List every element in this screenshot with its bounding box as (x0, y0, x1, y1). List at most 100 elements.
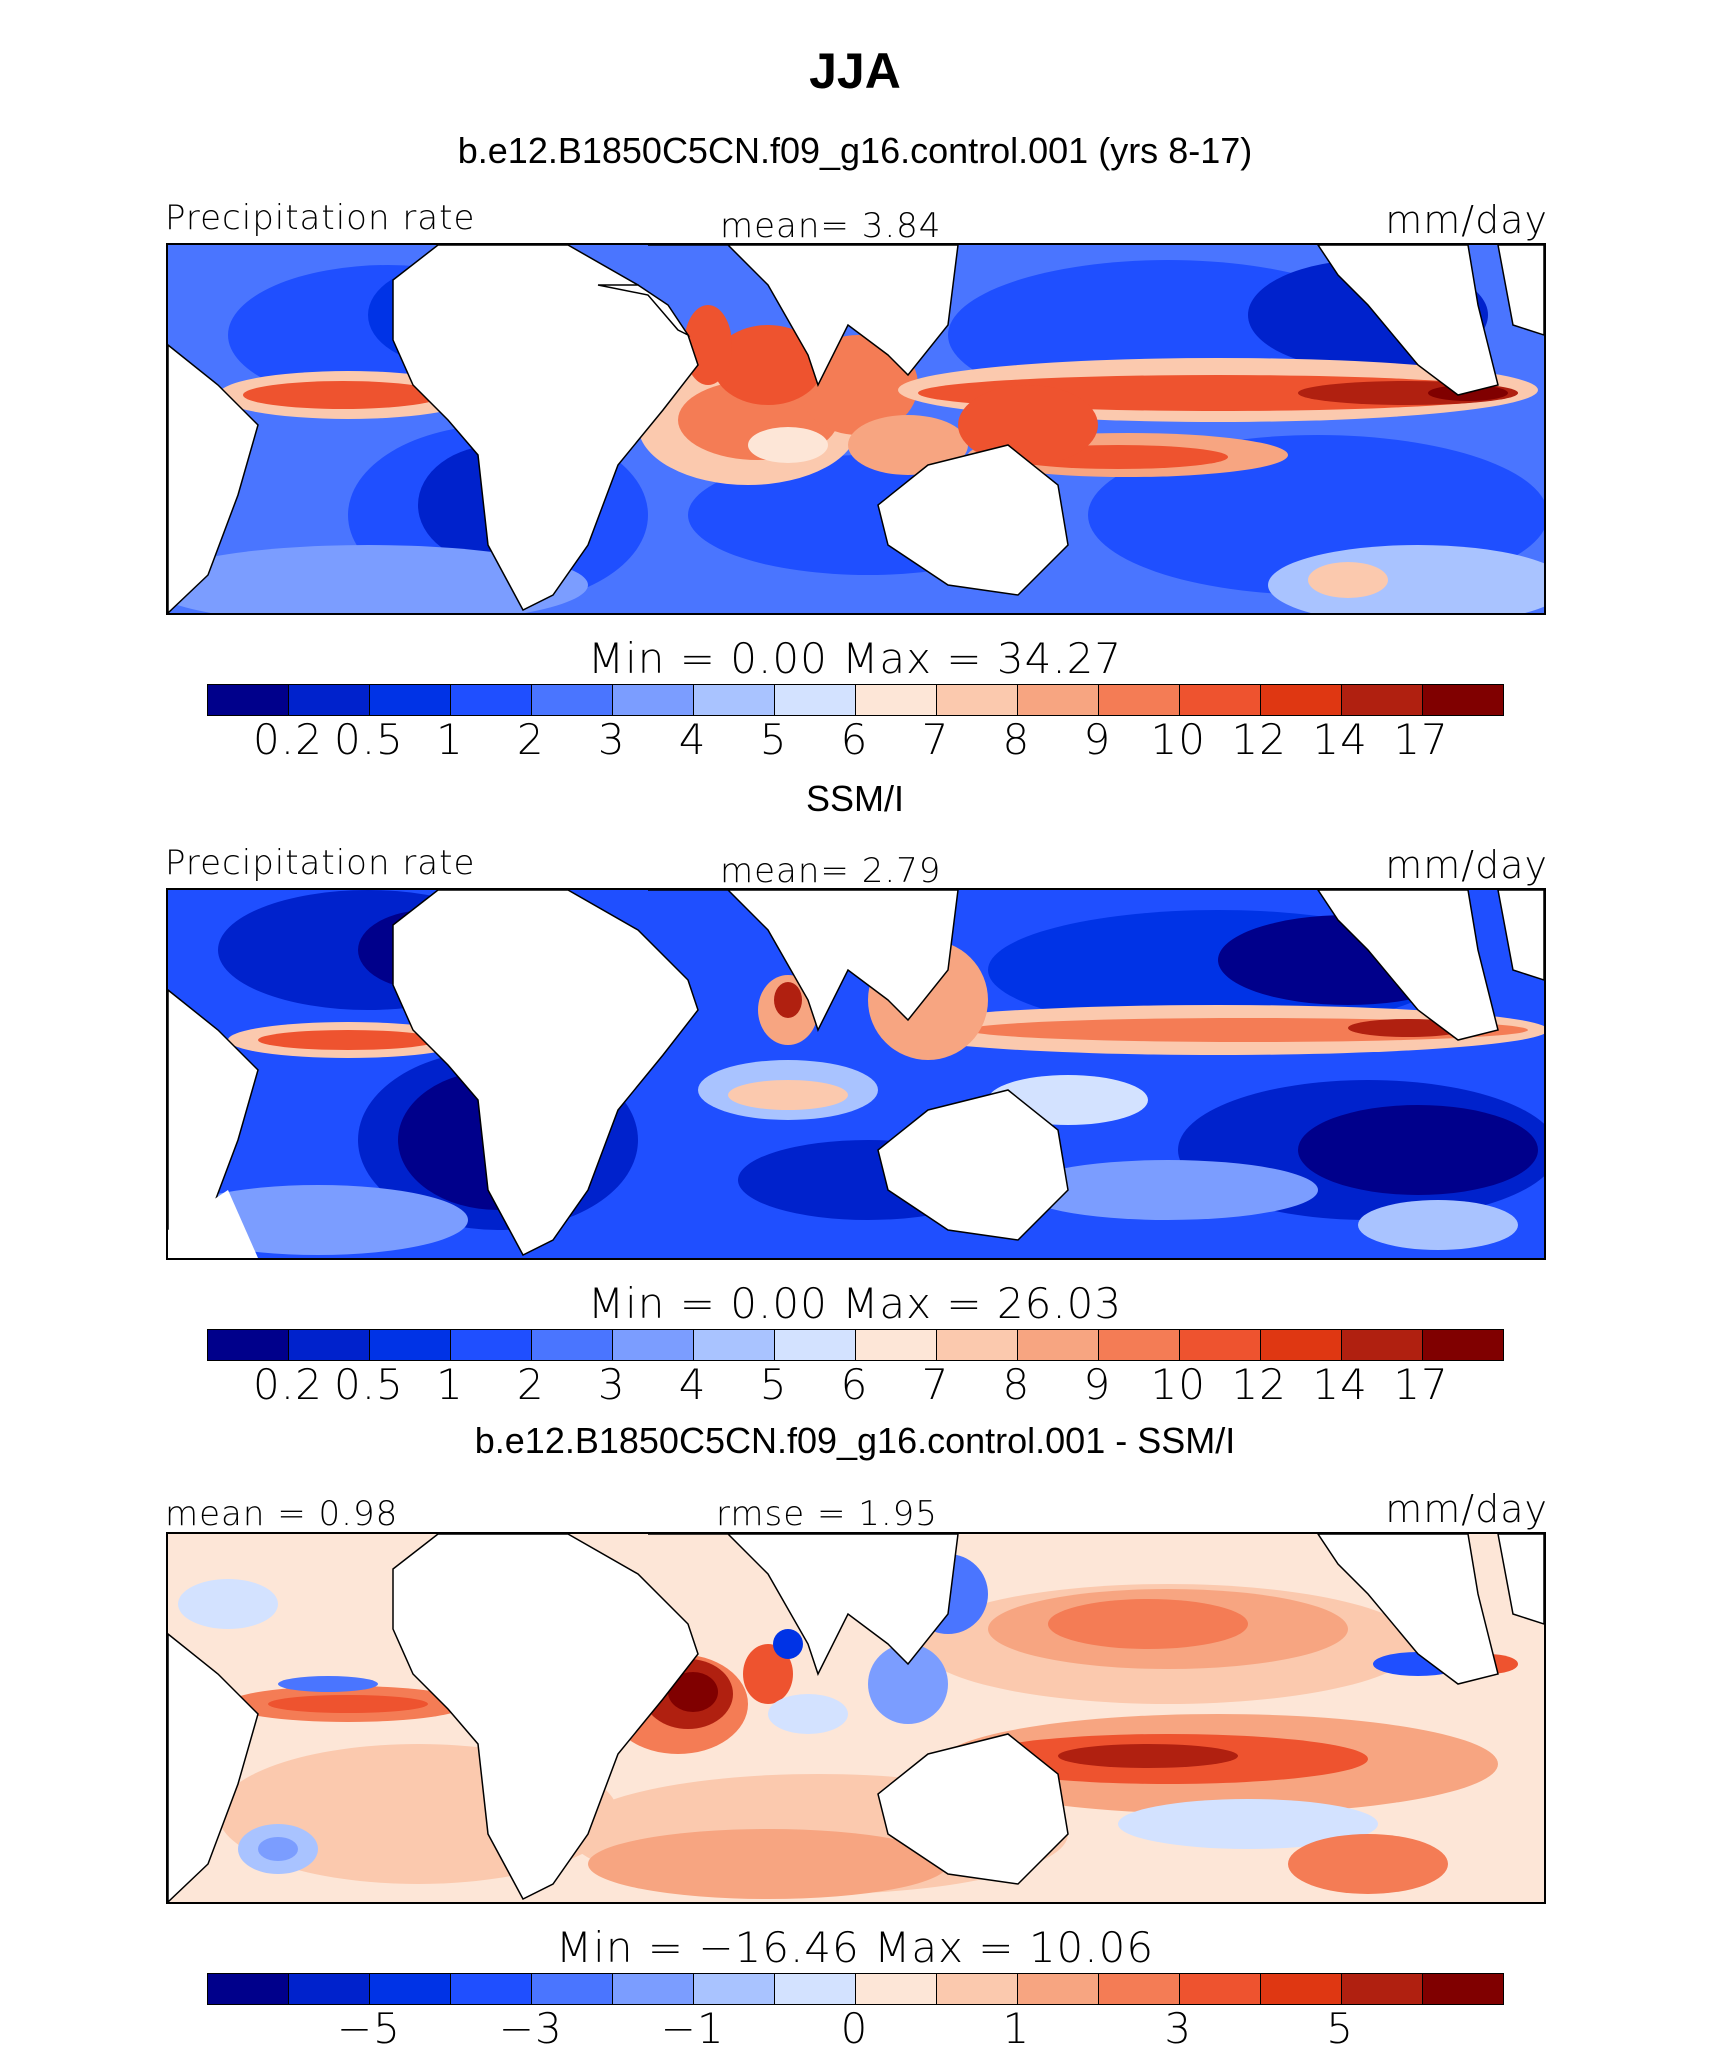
colorbar-box (775, 685, 856, 715)
panel-1-mean-label: mean= 3.84 (720, 206, 942, 246)
colorbar-box (1180, 1974, 1261, 2004)
colorbar-tick-label: 8 (1002, 1360, 1031, 1409)
colorbar-tick-label: 4 (678, 1360, 707, 1409)
panel-2-colorbar-ticks: 0.2 0.5 1 2 3 4 5 6 7 8 9 10 12 14 17 (207, 1360, 1502, 1410)
colorbar-box (370, 1330, 451, 1360)
colorbar-box (1099, 1330, 1180, 1360)
colorbar-box (1342, 1974, 1423, 2004)
colorbar-tick-label: −3 (498, 2004, 563, 2053)
colorbar-tick-label: 17 (1393, 715, 1449, 764)
colorbar-box (1423, 685, 1503, 715)
colorbar-box (775, 1974, 856, 2004)
colorbar-box (1099, 685, 1180, 715)
colorbar-tick-label: 10 (1150, 715, 1206, 764)
panel-2-minmax-label: Min = 0.00 Max = 26.03 (587, 1279, 1123, 1328)
colorbar-box (856, 1330, 937, 1360)
panel-2-subtitle: SSM/I (805, 778, 904, 819)
panel-2-mean-label: mean= 2.79 (720, 851, 942, 891)
colorbar-tick-label: 17 (1393, 1360, 1449, 1409)
colorbar-box (613, 1330, 694, 1360)
panel-3-colorbar (207, 1973, 1504, 2005)
colorbar-box (289, 1974, 370, 2004)
colorbar-box (937, 685, 1018, 715)
colorbar-box (289, 1330, 370, 1360)
colorbar-box (451, 685, 532, 715)
colorbar-box (856, 1974, 937, 2004)
colorbar-box (532, 1974, 613, 2004)
colorbar-tick-label: 1 (435, 715, 464, 764)
panel-3-minmax-label: Min = −16.46 Max = 10.06 (555, 1923, 1155, 1972)
colorbar-tick-label: 12 (1231, 715, 1287, 764)
colorbar-tick-label: 2 (516, 1360, 545, 1409)
colorbar-box (694, 685, 775, 715)
colorbar-box (613, 685, 694, 715)
colorbar-tick-label: 0 (840, 2004, 869, 2053)
colorbar-tick-label: 10 (1150, 1360, 1206, 1409)
colorbar-box (208, 1330, 289, 1360)
colorbar-box (451, 1330, 532, 1360)
colorbar-box (208, 685, 289, 715)
colorbar-box (613, 1974, 694, 2004)
colorbar-tick-label: 0.5 (333, 1360, 404, 1409)
panel-1-precip-field (168, 245, 1544, 613)
colorbar-box (1342, 685, 1423, 715)
panel-1-variable-label: Precipitation rate (165, 198, 476, 238)
colorbar-tick-label: −5 (336, 2004, 401, 2053)
colorbar-tick-label: 4 (678, 715, 707, 764)
colorbar-box (694, 1974, 775, 2004)
colorbar-tick-label: 9 (1083, 1360, 1112, 1409)
colorbar-box (937, 1330, 1018, 1360)
panel-3-subtitle: b.e12.B1850C5CN.f09_g16.control.001 - SS… (474, 1420, 1236, 1461)
colorbar-tick-label: 2 (516, 715, 545, 764)
colorbar-box (1261, 1330, 1342, 1360)
panel-1-colorbar (207, 684, 1504, 716)
colorbar-box (1423, 1330, 1503, 1360)
panel-2-precip-field (168, 890, 1544, 1258)
panel-1-subtitle: b.e12.B1850C5CN.f09_g16.control.001 (yrs… (457, 130, 1253, 171)
colorbar-tick-label: −1 (660, 2004, 725, 2053)
colorbar-tick-label: 3 (1164, 2004, 1193, 2053)
panel-1-map (166, 243, 1546, 615)
panel-1-minmax-label: Min = 0.00 Max = 34.27 (587, 634, 1123, 683)
colorbar-box (694, 1330, 775, 1360)
colorbar-box (208, 1974, 289, 2004)
colorbar-box (370, 1974, 451, 2004)
colorbar-tick-label: 5 (759, 1360, 788, 1409)
colorbar-box (775, 1330, 856, 1360)
colorbar-tick-label: 3 (597, 1360, 626, 1409)
colorbar-tick-label: 14 (1312, 1360, 1368, 1409)
colorbar-tick-label: 0.2 (253, 715, 323, 764)
panel-2-map (166, 888, 1546, 1260)
colorbar-box (1018, 1974, 1099, 2004)
panel-3-difference-field (168, 1534, 1544, 1902)
colorbar-tick-label: 1 (1002, 2004, 1031, 2053)
panel-3-map (166, 1532, 1546, 1904)
colorbar-box (370, 685, 451, 715)
colorbar-tick-label: 14 (1312, 715, 1368, 764)
colorbar-box (451, 1974, 532, 2004)
colorbar-box (1423, 1974, 1503, 2004)
colorbar-box (1099, 1974, 1180, 2004)
colorbar-tick-label: 0.5 (333, 715, 404, 764)
colorbar-tick-label: 7 (921, 1360, 950, 1409)
colorbar-box (532, 685, 613, 715)
panel-1-units-label: mm/day (1385, 198, 1548, 242)
colorbar-tick-label: 6 (840, 1360, 869, 1409)
colorbar-tick-label: 9 (1083, 715, 1112, 764)
panel-3-mean-label: mean = 0.98 (165, 1494, 399, 1534)
colorbar-box (856, 685, 937, 715)
colorbar-box (1261, 685, 1342, 715)
panel-2-units-label: mm/day (1385, 843, 1548, 887)
colorbar-box (532, 1330, 613, 1360)
panel-3-colorbar-ticks: −5 −3 −1 0 1 3 5 (207, 2004, 1502, 2054)
colorbar-tick-label: 5 (759, 715, 788, 764)
colorbar-box (1018, 685, 1099, 715)
colorbar-tick-label: 1 (435, 1360, 464, 1409)
colorbar-box (1261, 1974, 1342, 2004)
panel-3-units-label: mm/day (1385, 1487, 1548, 1531)
colorbar-box (1018, 1330, 1099, 1360)
panel-2-variable-label: Precipitation rate (165, 843, 476, 883)
panel-1-colorbar-ticks: 0.2 0.5 1 2 3 4 5 6 7 8 9 10 12 14 17 (207, 715, 1502, 765)
colorbar-box (1180, 1330, 1261, 1360)
colorbar-tick-label: 8 (1002, 715, 1031, 764)
